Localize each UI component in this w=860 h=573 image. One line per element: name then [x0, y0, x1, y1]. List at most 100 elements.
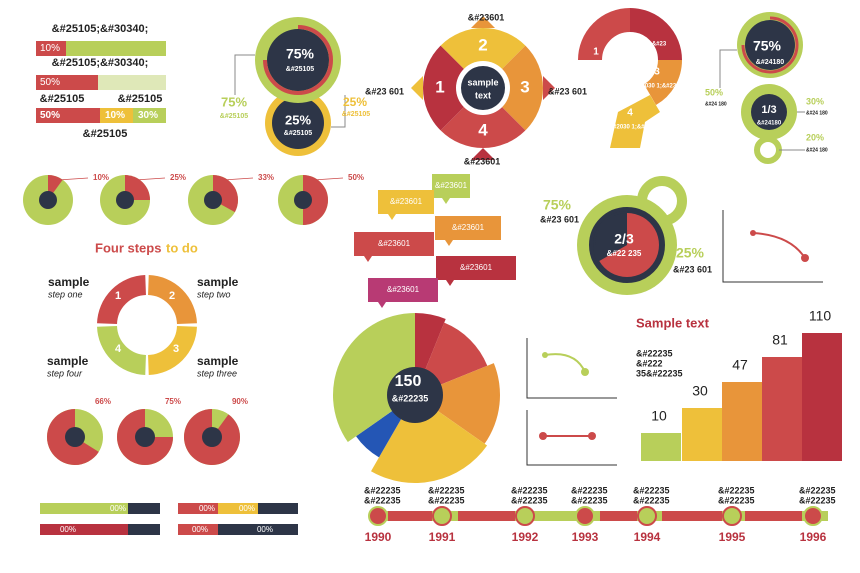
circle	[542, 352, 548, 358]
label: 66%	[95, 397, 111, 406]
label: &#24 180	[806, 147, 828, 153]
label: 75%	[543, 197, 572, 213]
axis	[526, 410, 617, 466]
circle	[750, 230, 756, 236]
speech-box	[368, 278, 438, 302]
rect	[36, 41, 166, 56]
label: sample	[48, 275, 90, 289]
label: sample	[467, 77, 498, 87]
rect	[133, 108, 166, 123]
label: 1	[115, 290, 121, 302]
wedge	[440, 88, 526, 148]
wedge	[333, 313, 415, 443]
label: &#25105	[118, 93, 163, 105]
rect	[36, 108, 100, 123]
label: &#22235	[511, 495, 548, 505]
label: 4	[115, 343, 122, 355]
label: &#22235	[392, 393, 429, 403]
label: &#22235	[718, 495, 755, 505]
curve	[752, 232, 806, 259]
label: &#2030 1;&#23	[609, 125, 652, 131]
timeline-node	[432, 506, 452, 526]
label: sample	[197, 354, 239, 368]
label: 1992	[512, 530, 539, 544]
label: &#22235	[428, 495, 465, 505]
circle	[745, 20, 795, 70]
timeline-node	[637, 506, 657, 526]
speech-box	[378, 190, 434, 214]
rect	[40, 503, 160, 514]
label: 00%	[257, 525, 273, 534]
label: &#22235	[633, 495, 670, 505]
label: 2/3	[614, 231, 634, 247]
line	[134, 177, 166, 181]
label: &#25105	[286, 66, 315, 73]
speech-box	[354, 232, 434, 256]
label: 81	[772, 332, 788, 348]
label: 4	[478, 120, 488, 139]
label: 3	[520, 77, 529, 96]
label: &#22235	[571, 485, 608, 495]
wedge	[423, 45, 483, 131]
arc	[629, 8, 682, 61]
label: 50%	[348, 173, 364, 182]
circle	[588, 432, 596, 440]
timeline-node	[575, 506, 595, 526]
label: 50%	[40, 110, 60, 121]
rect	[218, 503, 258, 514]
circle	[581, 368, 589, 376]
wedge	[440, 28, 526, 88]
arc	[643, 59, 682, 106]
timeline-node	[803, 506, 823, 526]
circle	[294, 191, 312, 209]
label: 30	[692, 383, 708, 399]
arc	[578, 8, 631, 61]
axis	[526, 338, 617, 399]
circle	[272, 97, 324, 149]
circle	[461, 66, 505, 110]
label: 50%	[40, 77, 60, 88]
label: &#2030 1;&#23	[634, 84, 677, 90]
circle	[801, 254, 809, 262]
q-stem	[610, 95, 660, 148]
arrow-tip	[471, 148, 495, 160]
speech-box	[436, 256, 516, 280]
speech-tail	[446, 280, 454, 286]
label: &#24180	[757, 121, 782, 127]
timeline-node	[368, 506, 388, 526]
connector	[719, 49, 737, 88]
label: &#23601	[468, 12, 505, 22]
label: &#23601	[460, 263, 493, 272]
label: &#25105;&#30340;	[52, 23, 149, 35]
rect	[36, 41, 66, 56]
rect	[40, 524, 160, 535]
label: 30%	[806, 96, 824, 106]
arc	[147, 325, 197, 375]
speech-tail	[378, 302, 386, 308]
ring	[589, 207, 665, 283]
label: step three	[197, 368, 237, 378]
label: 30%	[138, 110, 158, 121]
label: &#22235	[718, 485, 755, 495]
speech-tail	[445, 240, 453, 246]
arc	[147, 275, 197, 325]
label: &#22235	[636, 348, 673, 358]
label: 00%	[192, 525, 208, 534]
circle	[65, 427, 85, 447]
arrow-tip	[411, 76, 423, 100]
label: &#22235	[799, 495, 836, 505]
curve	[544, 353, 586, 373]
label: &#25105	[83, 128, 128, 140]
label: 2	[169, 290, 175, 302]
circle	[202, 427, 222, 447]
circle	[751, 94, 787, 130]
label: &#24 180	[705, 101, 727, 107]
label: 150	[395, 373, 422, 390]
label: 3	[173, 343, 179, 355]
circle	[539, 432, 547, 440]
wedge	[415, 363, 501, 444]
line	[222, 177, 254, 181]
label: &#22235	[633, 485, 670, 495]
label: 10	[651, 408, 667, 424]
